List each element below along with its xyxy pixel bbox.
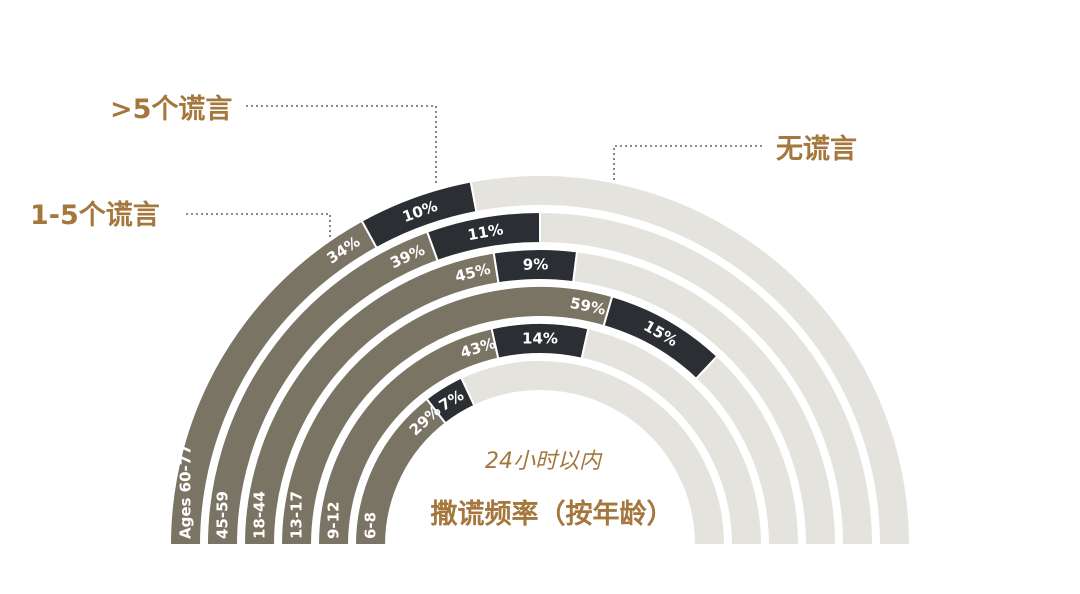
ring-5-none-segment <box>459 359 727 546</box>
ring-3-age-label: 13-17 <box>288 491 306 539</box>
chart-subtitle: 24小时以内 <box>485 449 603 474</box>
ring-4-many-label: 14% <box>522 330 558 348</box>
chart-title: 撒谎频率（按年龄） <box>431 498 674 530</box>
leader-line-few <box>186 213 331 238</box>
leader-line-many <box>246 105 437 186</box>
ring-4-age-label: 9-12 <box>325 501 343 539</box>
ring-0-age-label: Ages 60-77 <box>177 444 195 539</box>
ring-1-many-label: 11% <box>466 220 504 244</box>
ring-1-age-label: 45-59 <box>214 491 232 539</box>
legend-layer: >5个谎言 1-5个谎言 无谎言 <box>30 94 857 238</box>
ring-5-age-label: 6-8 <box>362 512 380 539</box>
legend-label-few: 1-5个谎言 <box>30 200 160 231</box>
ring-2-age-label: 18-44 <box>251 491 269 539</box>
legend-label-many: >5个谎言 <box>110 94 232 125</box>
ring-0-none-segment <box>469 174 912 546</box>
legend-label-none: 无谎言 <box>776 134 857 165</box>
ring-2-none-segment <box>572 250 838 546</box>
ring-4-none-segment <box>580 327 764 546</box>
rings-layer <box>168 174 912 546</box>
ring-3-none-segment <box>694 354 801 546</box>
leader-line-none <box>613 145 762 182</box>
ring-1-none-segment <box>539 210 875 546</box>
ring-2-many-label: 9% <box>523 255 549 273</box>
